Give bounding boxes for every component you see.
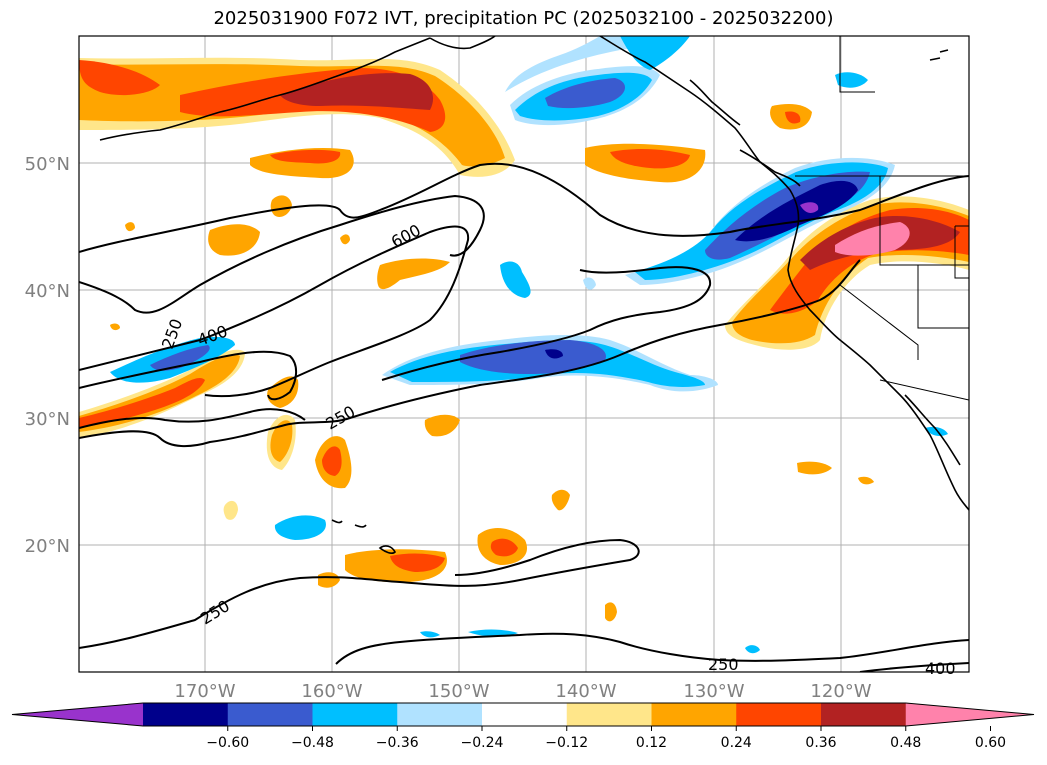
lon-label-130w: 130°W bbox=[683, 681, 744, 702]
lat-label-20n: 20°N bbox=[25, 536, 70, 557]
colorbar-extend-max bbox=[905, 703, 1034, 726]
colorbar-extend-min bbox=[12, 703, 143, 726]
colorbar: −0.60 −0.48 −0.36 −0.24 −0.12 0.12 0.24 0.36 0.4… bbox=[11, 702, 1035, 751]
colorbar-tick-label: −0.48 bbox=[291, 735, 334, 751]
colorbar-segment bbox=[736, 703, 822, 726]
lat-label-50n: 50°N bbox=[25, 154, 70, 175]
borders bbox=[795, 36, 969, 401]
lat-label-30n: 30°N bbox=[25, 409, 70, 430]
colorbar-segment bbox=[651, 703, 737, 726]
colorbar-segment bbox=[566, 703, 652, 726]
contour-label-400-southeast: 400 bbox=[925, 659, 956, 678]
precip-positive-regions bbox=[79, 57, 969, 622]
colorbar-tick-label: 0.12 bbox=[636, 735, 667, 751]
lon-label-140w: 140°W bbox=[555, 681, 616, 702]
colorbar-tick-label: −0.36 bbox=[376, 735, 419, 751]
lat-label-40n: 40°N bbox=[25, 281, 70, 302]
coastlines bbox=[99, 36, 969, 555]
colorbar-tick-label: −0.60 bbox=[206, 735, 249, 751]
colorbar-segment bbox=[312, 703, 398, 726]
colorbar-segment bbox=[821, 703, 907, 726]
colorbar-segment bbox=[143, 703, 229, 726]
colorbar-tick-label: 0.48 bbox=[890, 735, 921, 751]
contour-label-250-southeast: 250 bbox=[708, 655, 739, 674]
ivt-contours bbox=[79, 162, 969, 672]
colorbar-tick-label: 0.60 bbox=[975, 735, 1006, 751]
lon-label-150w: 150°W bbox=[428, 681, 489, 702]
map-frame bbox=[78, 35, 970, 673]
colorbar-segment bbox=[397, 703, 483, 726]
lon-label-170w: 170°W bbox=[174, 681, 235, 702]
colorbar-segment bbox=[227, 703, 313, 726]
colorbar-tick-label: 0.24 bbox=[721, 735, 752, 751]
lon-label-160w: 160°W bbox=[301, 681, 362, 702]
colorbar-tick-label: −0.12 bbox=[545, 735, 588, 751]
map-title: 2025031900 F072 IVT, precipitation PC (2… bbox=[213, 8, 834, 29]
colorbar-segment bbox=[482, 703, 568, 726]
colorbar-tick-label: 0.36 bbox=[805, 735, 836, 751]
lon-label-120w: 120°W bbox=[810, 681, 871, 702]
colorbar-tick-label: −0.24 bbox=[461, 735, 504, 751]
precip-negative-regions bbox=[110, 36, 948, 654]
colorbar-outline bbox=[11, 702, 1035, 727]
